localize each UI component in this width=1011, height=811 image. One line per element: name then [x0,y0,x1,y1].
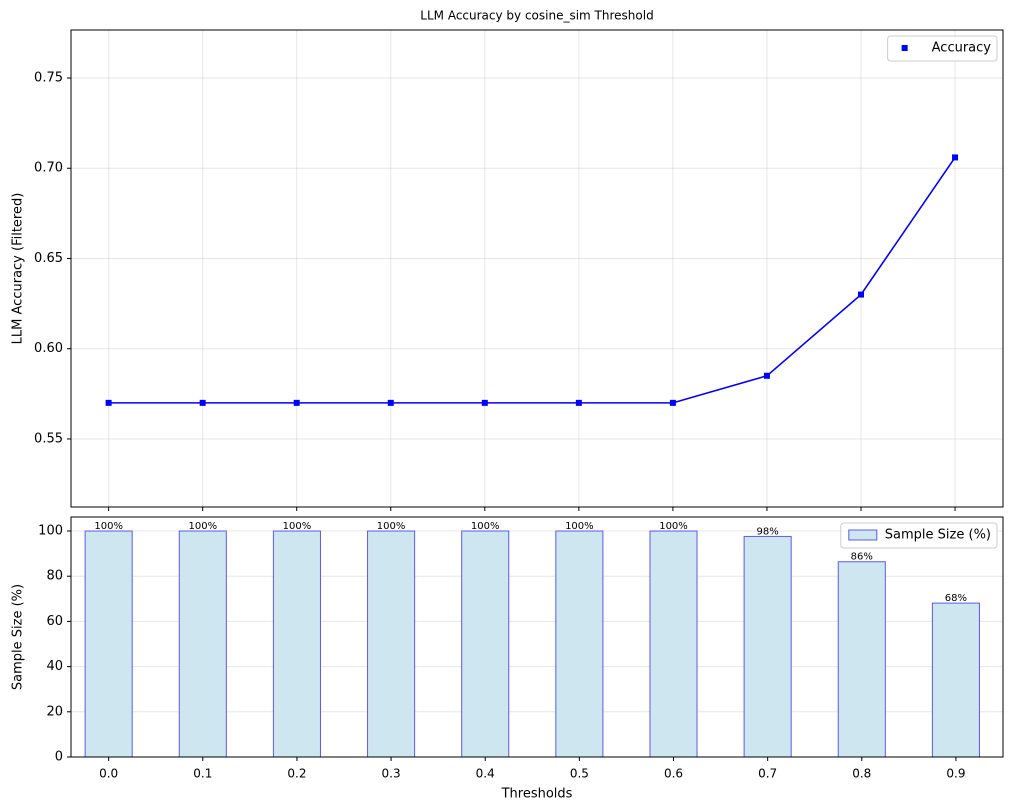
value-label: 86% [851,552,873,563]
y-tick-label: 0 [55,750,63,765]
legend-label: Accuracy [932,41,992,56]
y-tick-label: 100 [38,524,63,539]
bar [743,535,792,758]
value-label: 100% [189,521,218,532]
axes-frame [70,29,1004,508]
marker [199,399,206,406]
value-label: 100% [659,521,688,532]
y-tick-label: 60 [46,614,63,629]
y-tick-label: 80 [46,569,63,584]
bar [461,530,510,758]
axes-frame [70,516,1004,758]
x-tick-label: 0.8 [852,767,871,781]
x-tick-label: 0.7 [758,767,777,781]
value-label: 100% [283,521,312,532]
x-tick-label: 0.2 [287,767,306,781]
y-axis-label: Sample Size (%) [11,584,26,690]
value-label: 98% [757,526,779,537]
bar [367,530,416,758]
bar [649,530,698,758]
y-tick-label: 0.65 [34,251,63,266]
marker [105,399,112,406]
marker [481,399,488,406]
legend-label: Sample Size (%) [885,528,991,543]
x-axis-label: Thresholds [501,787,573,802]
legend-patch [848,529,878,541]
value-label: 100% [565,521,594,532]
value-label: 100% [94,521,123,532]
x-tick-label: 0.1 [193,767,212,781]
legend-marker [901,45,908,51]
x-tick-label: 0.9 [946,767,965,781]
y-tick-label: 0.70 [34,161,63,176]
marker [669,399,676,406]
x-tick-label: 0.3 [382,767,401,781]
bar [931,602,980,758]
x-tick-label: 0.6 [664,767,683,781]
y-axis-label: LLM Accuracy (Filtered) [11,193,26,345]
legend [840,522,998,549]
bar [84,530,133,758]
bar [555,530,604,758]
x-tick-label: 0.5 [570,767,589,781]
value-label: 68% [945,593,967,604]
y-tick-label: 0.60 [34,341,63,356]
x-tick-label: 0.0 [99,767,118,781]
y-tick-label: 20 [46,704,63,719]
legend [887,35,998,62]
marker [952,154,959,161]
marker [857,291,864,298]
marker [575,399,582,406]
y-tick-label: 40 [46,659,63,674]
value-label: 100% [471,521,500,532]
y-tick-label: 0.75 [34,71,63,86]
chart-title: LLM Accuracy by cosine_sim Threshold [420,9,653,23]
bar [178,530,227,758]
bar [272,530,321,758]
marker [763,372,770,379]
marker [293,399,300,406]
bar [837,561,886,758]
marker [387,399,394,406]
x-tick-label: 0.4 [476,767,495,781]
line [108,156,956,404]
y-tick-label: 0.55 [34,431,63,446]
value-label: 100% [377,521,406,532]
